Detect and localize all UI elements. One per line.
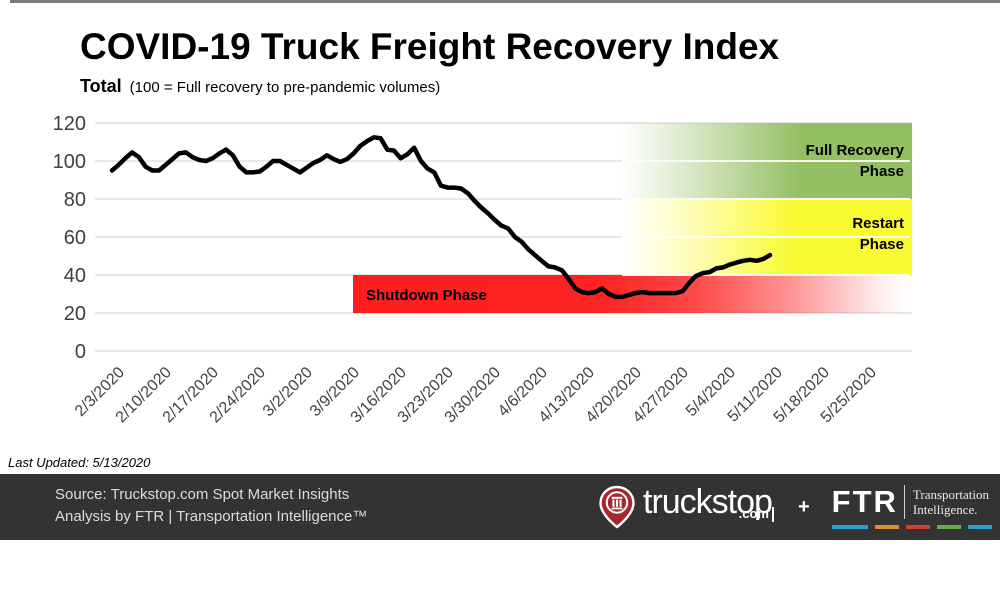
- y-tick-0: 0: [74, 341, 86, 363]
- truckstop-pin-icon: [599, 485, 635, 529]
- y-tick-80: 80: [63, 189, 86, 211]
- truckstop-cursor-mark: [771, 506, 774, 522]
- restart-phase-label: Restart Phase: [852, 215, 904, 253]
- freight-index-line-chart: [95, 122, 912, 352]
- ftr-tagline: Transportation Intelligence.: [912, 487, 989, 517]
- truckstop-logo: truckstop .com: [598, 485, 774, 531]
- footer-bar: Source: Truckstop.com Spot Market Insigh…: [0, 474, 1000, 540]
- y-tick-120: 120: [52, 113, 86, 135]
- ftr-wordmark: FTR: [831, 484, 898, 519]
- ftr-bar-5: [967, 525, 992, 529]
- page-title: COVID-19 Truck Freight Recovery Index: [80, 26, 780, 67]
- y-tick-100: 100: [52, 151, 86, 173]
- source-line-1: Source: Truckstop.com Spot Market Insigh…: [55, 486, 350, 503]
- y-tick-40: 40: [63, 265, 86, 287]
- ftr-bar-2: [874, 525, 899, 529]
- ftr-bar-3: [905, 525, 930, 529]
- logo-plus-sign: +: [797, 495, 810, 518]
- total-index-line: [109, 135, 773, 300]
- ftr-color-bars: [831, 525, 992, 529]
- shutdown-phase-label: Shutdown Phase: [366, 287, 487, 304]
- source-line-2: Analysis by FTR | Transportation Intelli…: [55, 508, 368, 525]
- top-divider-rule: [10, 0, 1000, 3]
- truckstop-tld: .com: [739, 497, 774, 531]
- y-tick-20: 20: [63, 303, 86, 325]
- chart-subtitle: Total (100 = Full recovery to pre-pandemi…: [80, 76, 440, 97]
- ftr-bar-1: [831, 525, 868, 529]
- ftr-bar-4: [936, 525, 961, 529]
- footer-logos: truckstop .com + FTR Transportation Inte…: [598, 474, 992, 540]
- full-recovery-phase-label: Full Recovery Phase: [805, 142, 904, 180]
- y-tick-60: 60: [63, 227, 86, 249]
- ftr-logo-divider: [903, 485, 905, 519]
- truckstop-wordmark: truckstop .com: [643, 485, 774, 531]
- index-definition-note: (100 = Full recovery to pre-pandemic vol…: [129, 79, 441, 96]
- last-updated-note: Last Updated: 5/13/2020: [8, 455, 151, 470]
- source-attribution: Source: Truckstop.com Spot Market Insigh…: [55, 484, 367, 528]
- series-name-label: Total: [80, 76, 122, 96]
- ftr-logo: FTR Transportation Intelligence.: [831, 484, 992, 529]
